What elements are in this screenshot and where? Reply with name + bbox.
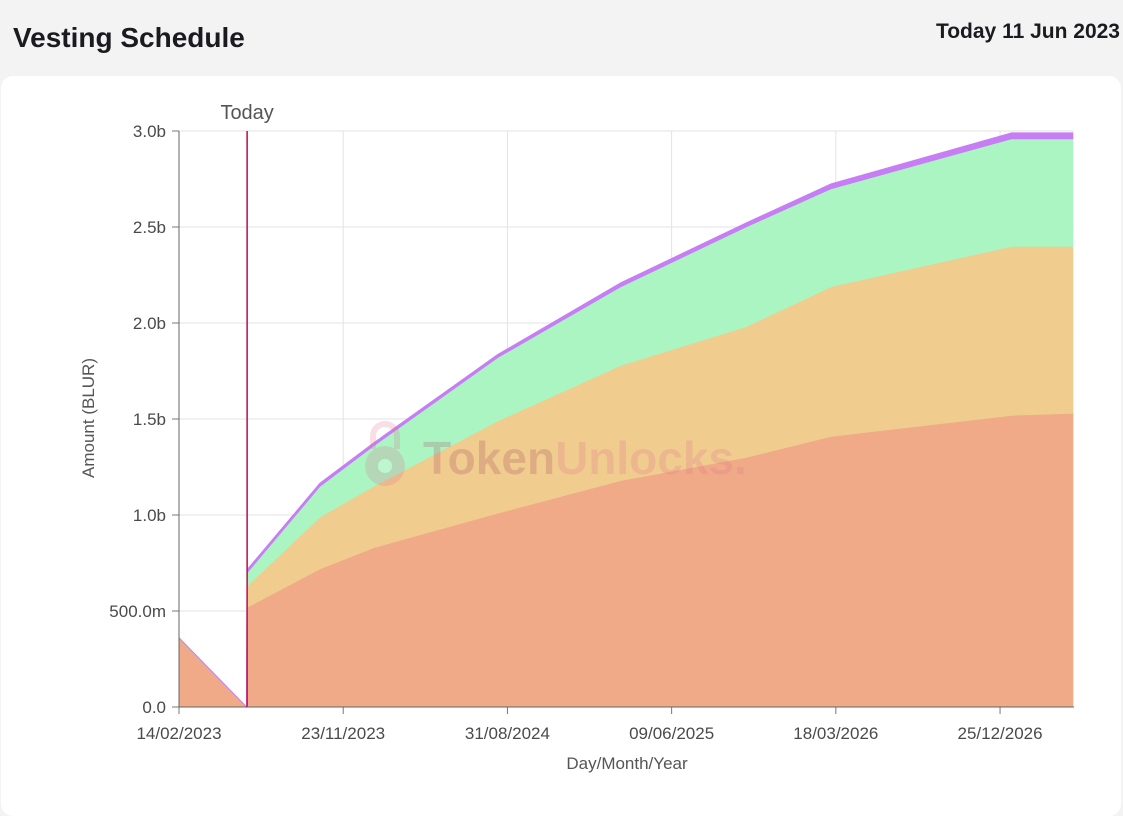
y-tick-label: 1.5b [133, 410, 166, 429]
x-tick-label: 25/12/2026 [958, 724, 1043, 743]
axes: 0.0 500.0m 1.0b 1.5b 2.0b 2.5b 3.0b 14/02/2023 2… [109, 122, 1074, 743]
today-date-label: Today 11 Jun 2023 [935, 20, 1120, 43]
y-axis-title: Amount (BLUR) [79, 358, 98, 478]
series-areas [178, 132, 1074, 709]
y-tick-label: 0.0 [142, 698, 166, 717]
y-tick-label: 3.0b [133, 122, 166, 141]
y-tick-label: 500.0m [109, 602, 166, 621]
today-marker: Today [220, 102, 274, 707]
x-tick-label: 31/08/2024 [465, 724, 550, 743]
x-tick-label: 18/03/2026 [793, 724, 878, 743]
x-axis-title: Day/Month/Year [566, 754, 688, 773]
lock-logo-icon [365, 421, 405, 486]
tokenunlocks-watermark: TokenUnlocks. [365, 421, 747, 486]
y-tick-label: 2.0b [133, 314, 166, 333]
x-tick-label: 14/02/2023 [136, 724, 221, 743]
y-tick-label: 1.0b [133, 506, 166, 525]
y-tick-label: 2.5b [133, 218, 166, 237]
watermark-dot: . [734, 432, 747, 484]
x-tick-label: 23/11/2023 [301, 724, 385, 743]
chart-card: TokenUnlocks. Today 0.0 500.0m 1.0b 1.5b 2.0… [1, 76, 1121, 816]
today-marker-label: Today [220, 102, 273, 124]
watermark-word-token: Token [423, 432, 555, 484]
x-tick-label: 09/06/2025 [629, 724, 714, 743]
watermark-word-unlocks: Unlocks [555, 432, 734, 484]
series-area-4 [178, 132, 1074, 709]
page-title: Vesting Schedule [13, 22, 245, 53]
watermark-text: TokenUnlocks. [423, 432, 747, 484]
vesting-area-chart: TokenUnlocks. Today 0.0 500.0m 1.0b 1.5b 2.0… [79, 102, 1074, 773]
